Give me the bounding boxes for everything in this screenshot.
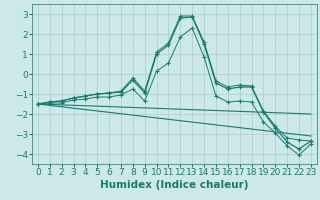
X-axis label: Humidex (Indice chaleur): Humidex (Indice chaleur) <box>100 180 249 190</box>
